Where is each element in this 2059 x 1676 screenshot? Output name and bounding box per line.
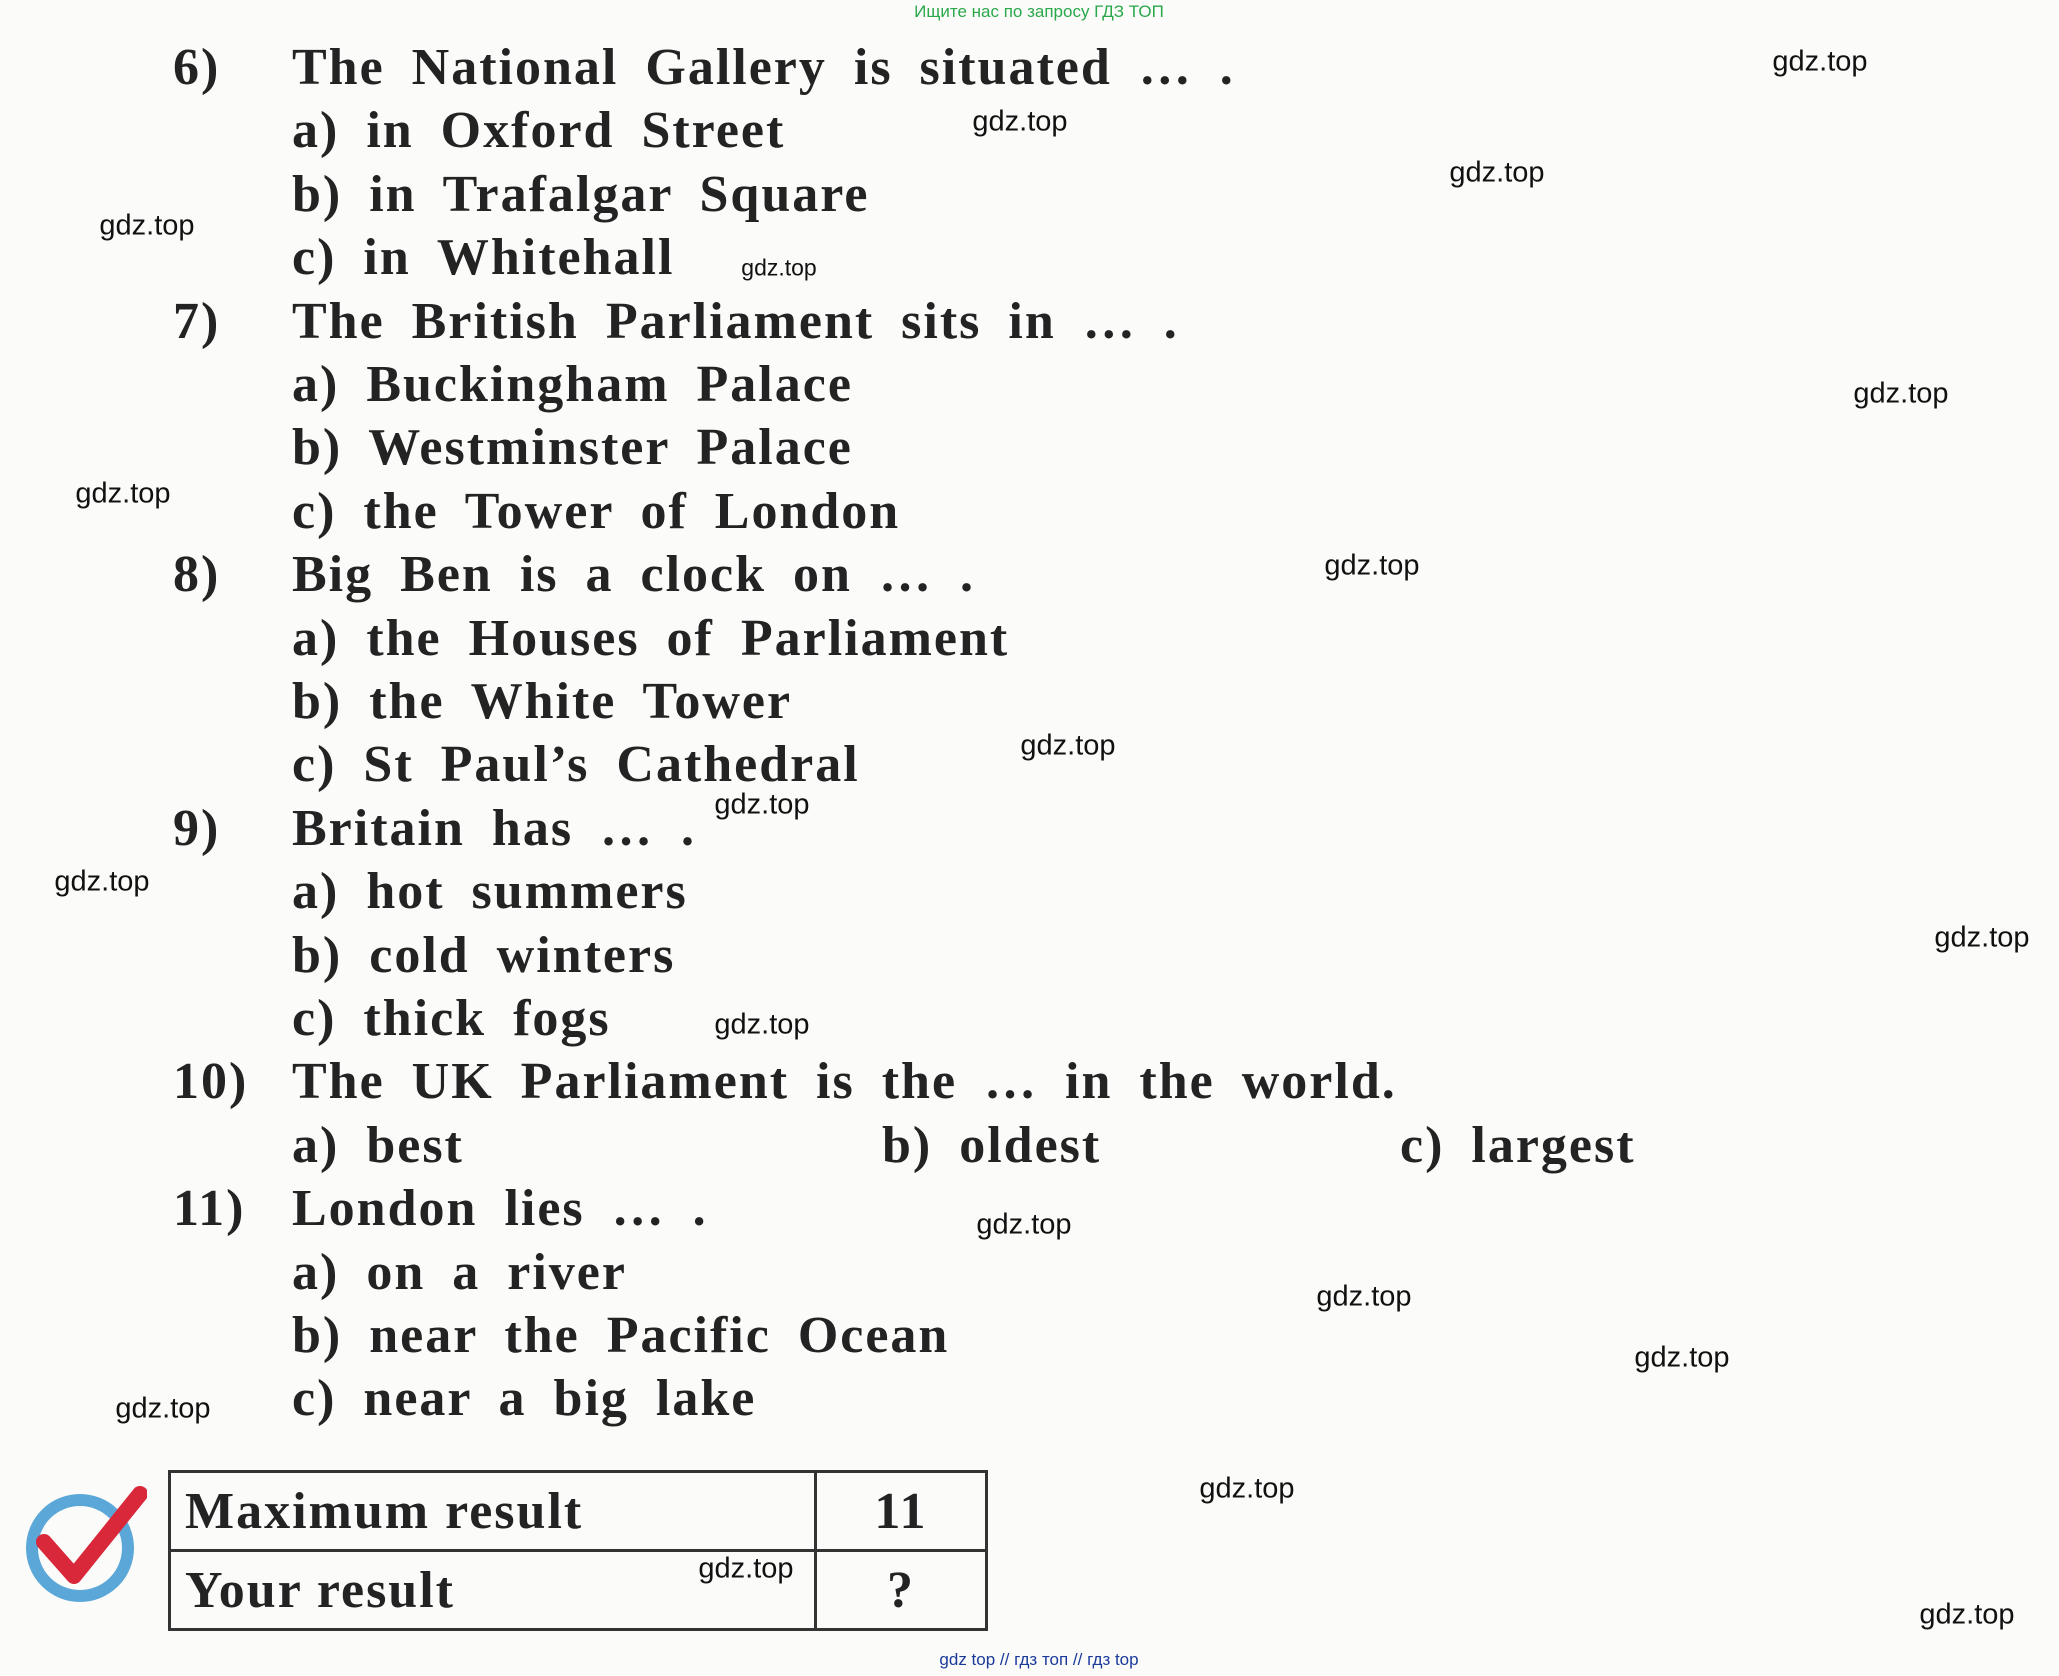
question-text: The National Gallery is situated … . (292, 39, 1235, 96)
answer-option: c) the Tower of London (292, 482, 901, 540)
answer-option: c) in Whitehall (292, 229, 675, 287)
check-icon (26, 1486, 147, 1602)
question-text: The British Parliament sits in … . (292, 292, 1179, 350)
answer-option: a) the Houses of Parliament (292, 609, 1010, 667)
watermark: gdz.top (1919, 1598, 2015, 1631)
answer-option: b) cold winters (292, 926, 676, 984)
result-label: Your result (168, 1549, 817, 1631)
watermark: gdz.top (1634, 1341, 1730, 1374)
watermark: gdz.top (1324, 549, 1420, 582)
answer-option: c) thick fogs (292, 990, 611, 1047)
answer-option: a) on a river (292, 1243, 627, 1301)
answer-option: c) St Paul’s Cathedral (292, 736, 860, 794)
table-row: Maximum result 11 (168, 1470, 988, 1552)
answer-option: a) in Oxford Street (292, 102, 786, 160)
watermark: gdz.top (1020, 729, 1116, 762)
watermark: gdz.top (976, 1208, 1072, 1241)
question-text: Big Ben is a clock on … . (292, 546, 975, 604)
header-note: Ищите нас по запросу ГДЗ ТОП (914, 2, 1164, 21)
question-number: 9) (173, 799, 221, 857)
result-label: Maximum result (168, 1470, 817, 1552)
question-number: 8) (173, 546, 221, 604)
watermark: gdz.top (1449, 156, 1545, 189)
answer-option: a) Buckingham Palace (292, 356, 853, 413)
watermark: gdz.top (75, 477, 171, 510)
result-value: 11 (814, 1470, 988, 1552)
answer-option: b) Westminster Palace (292, 419, 853, 477)
answer-option: c) near a big lake (292, 1370, 757, 1428)
watermark: gdz.top (1934, 921, 2030, 954)
watermark: gdz.top (714, 1008, 810, 1041)
question-number: 11) (173, 1180, 246, 1238)
question-number: 6) (173, 39, 221, 96)
watermark: gdz.top (99, 209, 195, 242)
question-text: The UK Parliament is the … in the world. (292, 1053, 1397, 1111)
question-text: Britain has … . (292, 799, 697, 857)
answer-option: b) near the Pacific Ocean (292, 1307, 950, 1364)
question-number: 7) (173, 292, 221, 350)
footer-note: gdz top // гдз топ // гдз top (939, 1650, 1139, 1669)
question-text: London lies … . (292, 1180, 708, 1238)
watermark: gdz.top (1853, 377, 1949, 410)
watermark: gdz.top (741, 254, 817, 281)
answer-option: a) best (292, 1116, 464, 1174)
watermark: gdz.top (115, 1392, 211, 1425)
watermark: gdz.top (698, 1552, 794, 1585)
answer-option: b) in Trafalgar Square (292, 165, 870, 223)
result-table: Maximum result 11 Your result? (168, 1470, 988, 1631)
answer-option: c) largest (1400, 1116, 1636, 1174)
result-value: ? (814, 1549, 988, 1631)
watermark: gdz.top (1772, 45, 1868, 78)
watermark: gdz.top (972, 105, 1068, 138)
answer-option: a) hot summers (292, 863, 688, 921)
table-row: Your result? (168, 1549, 988, 1631)
watermark: gdz.top (1199, 1472, 1295, 1505)
watermark: gdz.top (714, 788, 810, 821)
answer-option: b) oldest (882, 1116, 1102, 1174)
question-number: 10) (173, 1053, 249, 1111)
answer-option: b) the White Tower (292, 673, 793, 730)
watermark: gdz.top (1316, 1280, 1412, 1313)
watermark: gdz.top (54, 865, 150, 898)
